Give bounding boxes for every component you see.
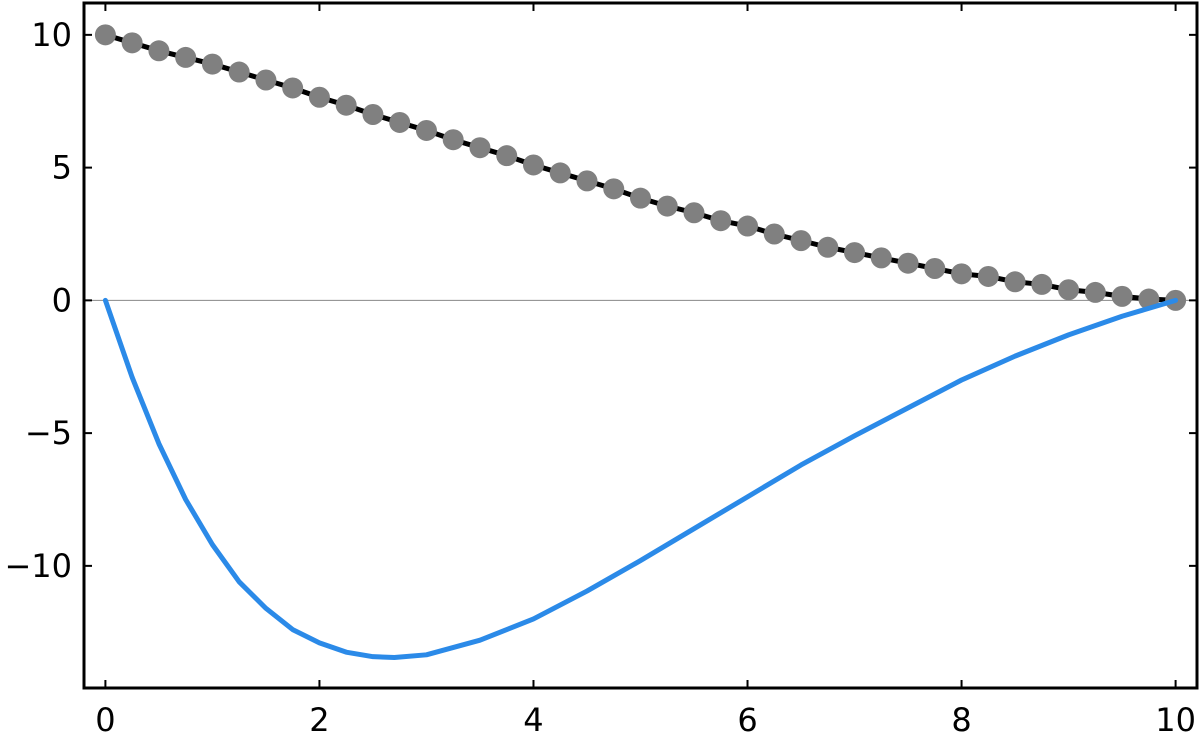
series-0-point — [522, 154, 544, 176]
x-tick-label: 6 — [737, 701, 757, 739]
series-0-point — [255, 69, 277, 91]
series-0-point — [228, 61, 250, 83]
series-0-point — [442, 129, 464, 151]
series-0-point — [121, 32, 143, 54]
series-0-point — [763, 223, 785, 245]
series-0-point — [549, 162, 571, 184]
series-0-point — [415, 119, 437, 141]
series-0-point — [576, 170, 598, 192]
series-0-point — [603, 178, 625, 200]
series-0-point — [924, 258, 946, 280]
y-tick-label: 10 — [31, 16, 72, 54]
series-0-point — [1084, 281, 1106, 303]
series-0-point — [683, 202, 705, 224]
y-tick-label: 0 — [52, 281, 72, 319]
series-0-point — [496, 145, 518, 167]
series-0-point — [389, 111, 411, 133]
series-0-point — [977, 265, 999, 287]
series-0-point — [1111, 285, 1133, 307]
series-0-point — [870, 247, 892, 269]
series-0-point — [790, 230, 812, 252]
series-0-point — [817, 236, 839, 258]
x-tick-label: 10 — [1155, 701, 1196, 739]
series-0-point — [94, 24, 116, 46]
series-1-line — [102, 297, 1179, 660]
y-tick-label: −5 — [25, 414, 72, 452]
x-tick-label: 8 — [951, 701, 971, 739]
series-0-point — [175, 46, 197, 68]
series-0-point — [737, 215, 759, 237]
series-0-point — [1004, 271, 1026, 293]
series-0-point — [710, 210, 732, 232]
series-0-point — [897, 252, 919, 274]
series-0-point — [469, 137, 491, 159]
series-0-point — [656, 195, 678, 217]
series-0-point — [148, 40, 170, 62]
series-0-point — [1058, 279, 1080, 301]
series-0-point — [1031, 273, 1053, 295]
y-tick-label: −10 — [4, 547, 72, 585]
plot-frame — [82, 1, 1199, 690]
x-tick-label: 0 — [95, 701, 115, 739]
y-tick-label: 5 — [52, 149, 72, 187]
series-0-point — [951, 263, 973, 285]
series-0-point — [362, 104, 384, 126]
series-0-point — [308, 86, 330, 108]
series-0-point — [282, 77, 304, 99]
series-0-point — [335, 94, 357, 116]
x-tick-label: 2 — [309, 701, 329, 739]
series-0-point — [844, 242, 866, 264]
x-tick-label: 4 — [523, 701, 543, 739]
series-0-point — [630, 187, 651, 209]
series-0-point — [201, 53, 223, 75]
